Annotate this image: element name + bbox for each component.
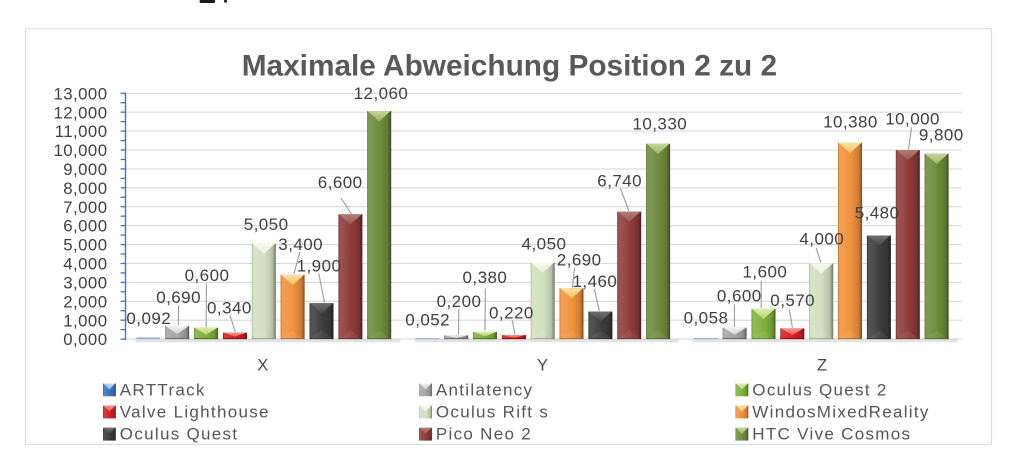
svg-text:4,000: 4,000 (63, 255, 107, 274)
svg-text:12,000: 12,000 (53, 103, 107, 122)
svg-text:8,000: 8,000 (63, 179, 107, 198)
svg-text:3,000: 3,000 (63, 274, 107, 293)
svg-text:10,380: 10,380 (823, 113, 878, 132)
svg-text:9,000: 9,000 (63, 160, 107, 179)
svg-text:4,050: 4,050 (522, 235, 567, 254)
svg-text:0,380: 0,380 (463, 268, 508, 287)
svg-text:13,000: 13,000 (53, 84, 107, 103)
svg-text:1,900: 1,900 (297, 256, 342, 275)
svg-text:ARTTrack: ARTTrack (120, 380, 206, 399)
svg-text:0,000: 0,000 (63, 330, 107, 349)
svg-text:5,000: 5,000 (63, 236, 107, 255)
svg-text:Antilatency: Antilatency (436, 380, 533, 399)
svg-text:1,000: 1,000 (63, 311, 107, 330)
svg-text:HTC Vive Cosmos: HTC Vive Cosmos (752, 425, 911, 444)
svg-text:Oculus Quest: Oculus Quest (120, 425, 239, 444)
svg-text:12,060: 12,060 (354, 84, 409, 103)
svg-text:6,740: 6,740 (597, 171, 642, 190)
svg-text:10,000: 10,000 (53, 141, 107, 160)
svg-text:Z: Z (817, 356, 827, 374)
svg-text:9,800: 9,800 (919, 125, 964, 144)
svg-text:Oculus Quest 2: Oculus Quest 2 (752, 380, 887, 399)
svg-text:4,000: 4,000 (799, 230, 844, 249)
svg-text:5,050: 5,050 (244, 215, 289, 234)
svg-text:X: X (257, 356, 268, 374)
svg-text:2,690: 2,690 (557, 251, 602, 270)
svg-text:Maximale Abweichung Position 2: Maximale Abweichung Position 2 zu 2 (242, 49, 777, 82)
svg-text:0,052: 0,052 (405, 311, 450, 330)
svg-text:0,092: 0,092 (126, 309, 171, 328)
svg-text:WindosMixedReality: WindosMixedReality (752, 403, 929, 422)
svg-text:5,480: 5,480 (855, 203, 900, 222)
svg-text:10,000: 10,000 (885, 110, 940, 129)
svg-text:6,600: 6,600 (318, 173, 363, 192)
svg-text:1,600: 1,600 (743, 263, 788, 282)
svg-text:2,000: 2,000 (63, 292, 107, 311)
svg-text:0,690: 0,690 (156, 288, 201, 307)
svg-text:Pico Neo 2: Pico Neo 2 (436, 425, 532, 444)
svg-text:Oculus Rift s: Oculus Rift s (436, 403, 549, 422)
svg-text:Valve Lighthouse: Valve Lighthouse (120, 403, 270, 422)
svg-text:0,600: 0,600 (185, 266, 230, 285)
svg-text:0,600: 0,600 (717, 287, 762, 306)
svg-text:0,220: 0,220 (489, 304, 534, 323)
svg-text:Y: Y (537, 356, 548, 374)
svg-text:0,340: 0,340 (207, 298, 252, 317)
svg-text:0,058: 0,058 (684, 309, 729, 328)
svg-text:10,330: 10,330 (632, 115, 687, 134)
svg-text:0,570: 0,570 (770, 291, 815, 310)
svg-text:6,000: 6,000 (63, 217, 107, 236)
svg-text:0,200: 0,200 (437, 292, 482, 311)
svg-text:7,000: 7,000 (63, 198, 107, 217)
svg-text:1,460: 1,460 (573, 272, 618, 291)
svg-text:11,000: 11,000 (55, 122, 108, 141)
svg-text:3,400: 3,400 (278, 235, 323, 254)
